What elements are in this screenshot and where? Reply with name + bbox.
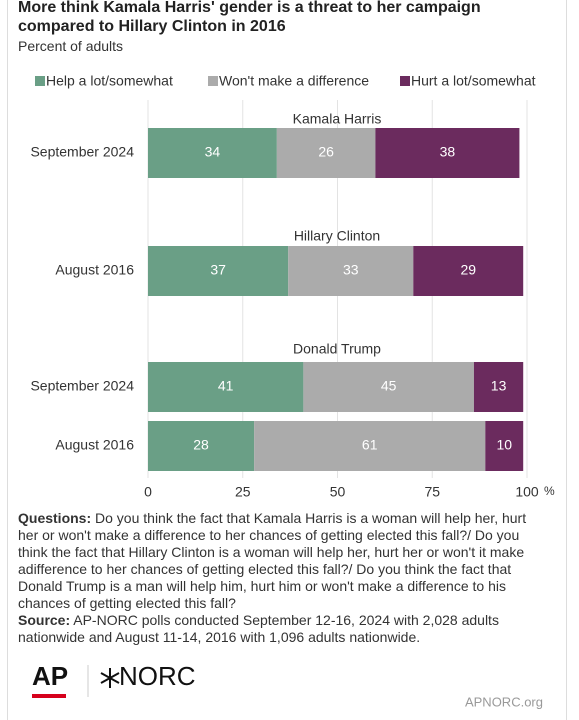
y-tick-label: September 2024 xyxy=(30,378,134,394)
value-label: 29 xyxy=(460,262,476,278)
norc-star xyxy=(100,668,120,688)
y-tick-label: September 2024 xyxy=(30,144,134,160)
value-label: 38 xyxy=(440,144,456,160)
legend-swatch xyxy=(35,76,45,86)
value-label: 37 xyxy=(210,262,226,278)
value-label: 41 xyxy=(218,378,234,394)
value-label: 45 xyxy=(381,378,397,394)
bar xyxy=(375,128,520,178)
value-label: 34 xyxy=(205,144,221,160)
group-label: Kamala Harris xyxy=(293,111,382,127)
legend-swatch xyxy=(208,76,218,86)
bar xyxy=(303,362,474,412)
chart-subtitle: Percent of adults xyxy=(18,38,124,54)
site: APNORC.org xyxy=(465,694,543,709)
bar xyxy=(148,421,255,471)
group-label: Donald Trump xyxy=(293,341,381,357)
group-label: Hillary Clinton xyxy=(294,228,380,244)
questions: Do you think the fact that Kamala Harris… xyxy=(18,510,527,611)
x-tick-label: 50 xyxy=(330,484,346,500)
x-tick-label: 0 xyxy=(144,484,152,500)
y-tick-label: August 2016 xyxy=(55,437,134,453)
logos xyxy=(32,665,120,698)
x-tick-label: 75 xyxy=(424,484,440,500)
source: AP-NORC polls conducted September 12-16,… xyxy=(18,612,499,645)
value-label: 10 xyxy=(496,437,512,453)
bar xyxy=(413,246,524,296)
value-label: 13 xyxy=(491,378,507,394)
bar xyxy=(485,421,524,471)
questions-label: Questions: xyxy=(18,510,92,526)
notes: Questions: Do you think the fact that Ka… xyxy=(18,510,548,646)
legend-label: Won't make a difference xyxy=(219,73,369,89)
value-label: 61 xyxy=(362,437,378,453)
bar xyxy=(276,128,376,178)
bar xyxy=(148,362,304,412)
bar xyxy=(254,421,486,471)
bar xyxy=(148,128,277,178)
value-label: 28 xyxy=(193,437,209,453)
ap-underline xyxy=(32,694,66,698)
norc-logo: NORC xyxy=(119,661,196,691)
value-label: 33 xyxy=(343,262,359,278)
ap-logo: AP xyxy=(32,661,68,691)
x-unit: % xyxy=(544,484,555,498)
y-tick-label: August 2016 xyxy=(55,262,134,278)
bar xyxy=(473,362,524,412)
value-label: 26 xyxy=(318,144,334,160)
legend-label: Hurt a lot/somewhat xyxy=(411,73,536,89)
bar xyxy=(288,246,414,296)
frame xyxy=(7,0,567,720)
legend-swatch xyxy=(400,76,410,86)
x-tick-label: 25 xyxy=(235,484,251,500)
x-tick-label: 100 xyxy=(515,484,539,500)
chart-title: More think Kamala Harris' gender is a th… xyxy=(18,0,481,35)
bar xyxy=(148,246,289,296)
source-label: Source: xyxy=(18,612,71,628)
legend-label: Help a lot/somewhat xyxy=(46,73,173,89)
